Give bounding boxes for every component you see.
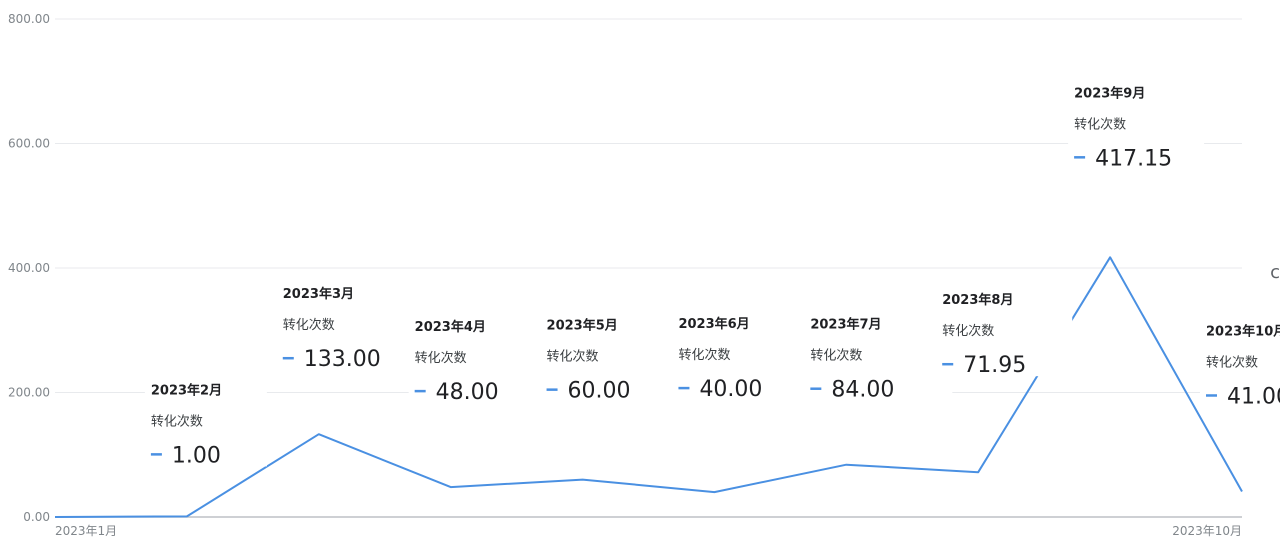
tooltip-background [276,282,417,371]
x-tick-label: 2023年1月 [55,524,117,538]
tooltip-date: 2023年2月 [151,382,222,398]
tooltip-date: 2023年6月 [678,316,749,332]
tooltip-background [1068,81,1205,170]
tooltip-background [408,315,545,404]
y-axis-ticks: 0.00 200.00 400.00 600.00 800.00 [8,12,50,524]
tooltip-background [804,312,953,401]
tooltip-date: 2023年7月 [810,317,881,333]
tooltip-date: 2023年10月 [1206,323,1280,339]
tooltip-background [144,378,267,467]
tooltip-value: 60.00 [568,379,631,404]
tooltip-metric: 转化次数 [942,323,994,339]
tooltip-metric: 转化次数 [1206,354,1258,370]
tooltip-value: 71.95 [963,353,1026,378]
tooltip-date: 2023年5月 [547,318,618,334]
y-tick-label: 600.00 [8,137,50,151]
tooltip-metric: 转化次数 [810,348,862,364]
y-tick-label: 400.00 [8,261,50,275]
tooltip-metric: 转化次数 [547,349,599,365]
tooltip-date: 2023年3月 [283,286,354,302]
tooltip-value: 48.00 [436,380,499,405]
x-tick-label: 2023年10月 [1172,524,1242,538]
tooltip-value: 41.00 [1227,384,1280,409]
y-tick-label: 800.00 [8,12,50,26]
tooltip-value: 133.00 [304,347,381,372]
tooltip-date: 2023年8月 [942,292,1013,308]
y-tick-label: 200.00 [8,386,50,400]
tooltip-metric: 转化次数 [678,347,730,363]
tooltip-background [672,312,813,401]
tooltip-value: 40.00 [699,377,762,402]
tooltip-value: 84.00 [831,378,894,403]
tooltip-date: 2023年4月 [415,319,486,335]
tooltip-metric: 转化次数 [151,413,203,429]
tooltip-background [1200,319,1280,408]
x-axis-ticks: 2023年1月 2023年10月 [55,524,1242,538]
edge-partial-icon: c [1270,262,1280,283]
tooltip-metric: 转化次数 [283,317,335,333]
tooltip-value: 417.15 [1095,146,1172,171]
data-tooltips: 2023年2月转化次数1.002023年3月转化次数133.002023年4月转… [144,81,1280,468]
tooltip-metric: 转化次数 [1074,116,1126,132]
tooltip-background [540,313,685,402]
tooltip-background [936,288,1073,377]
tooltip-date: 2023年9月 [1074,85,1145,101]
tooltip-value: 1.00 [172,443,221,468]
y-tick-label: 0.00 [23,510,50,524]
tooltip-metric: 转化次数 [415,350,467,366]
